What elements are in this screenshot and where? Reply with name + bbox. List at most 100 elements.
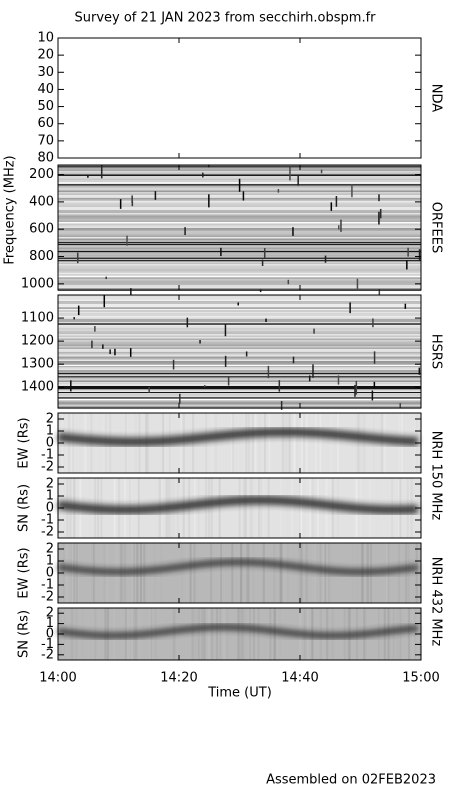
spectrogram-row [58, 208, 421, 211]
spectrogram-row [58, 249, 421, 251]
heliogram-streak [357, 413, 360, 473]
heliogram-streak [291, 478, 294, 538]
spectrogram-burst [154, 191, 157, 200]
spectrogram-line [58, 384, 421, 386]
spectrogram-burst [105, 276, 107, 280]
spectrogram-burst [148, 386, 150, 393]
spectrogram-row [58, 165, 421, 167]
spectrogram-burst [131, 201, 134, 207]
spectrogram-line [58, 376, 421, 378]
spectrogram-row [58, 311, 421, 314]
spectrogram-row [58, 210, 421, 212]
heliogram-streak [323, 543, 326, 603]
spectrogram-row [58, 246, 421, 248]
spectrogram-row [58, 214, 421, 217]
spectrogram-row [58, 240, 421, 242]
y-tick-label: 2 [46, 542, 54, 557]
heliogram-streak [70, 543, 73, 603]
heliogram-streak [247, 543, 250, 603]
spectrogram-line [58, 373, 421, 375]
heliogram-streak [363, 413, 366, 473]
spectrogram-burst [267, 365, 270, 379]
panel-y-label: SN (Rs) [17, 484, 32, 532]
spectrogram-image [58, 295, 421, 410]
heliogram-streak [253, 478, 256, 538]
spectrogram-line [58, 387, 421, 390]
heliogram-streak [75, 543, 78, 603]
spectrogram-burst [354, 384, 356, 397]
heliogram-streak [299, 478, 302, 538]
heliogram-streak [308, 478, 311, 538]
spectrogram-row [58, 385, 421, 387]
spectrogram-line [58, 275, 421, 277]
heliogram-streak [261, 478, 264, 538]
heliogram-streak [214, 413, 217, 473]
heliogram-streak [76, 543, 79, 603]
heliogram-streak [200, 608, 203, 660]
heliogram-streak [207, 608, 210, 660]
spectrogram-burst [77, 252, 79, 264]
heliogram-streak [282, 478, 285, 538]
heliogram-streak [65, 543, 68, 603]
y-tick-label: 1 [46, 424, 54, 439]
spectrogram-row [58, 389, 421, 392]
heliogram-streak [323, 543, 326, 603]
heliogram-streak [231, 543, 234, 603]
heliogram-streak [209, 478, 212, 538]
spectrogram-burst [224, 355, 227, 367]
heliogram-sun [57, 559, 419, 575]
spectrogram-row [58, 325, 421, 327]
spectrogram-burst [292, 227, 294, 236]
spectrogram-row [58, 332, 421, 335]
spectrogram-row [58, 213, 421, 215]
spectrogram-burst [404, 303, 407, 309]
y-tick-label: 10 [37, 31, 54, 46]
spectrogram-burst [289, 167, 291, 181]
heliogram-streak [319, 413, 322, 473]
heliogram-streak [372, 413, 375, 473]
heliogram-streak [252, 543, 255, 603]
heliogram-streak [211, 413, 214, 473]
heliogram-streak [71, 543, 74, 603]
spectrogram-row [58, 368, 421, 371]
x-tick-label: 14:20 [160, 671, 197, 686]
spectrogram-image [58, 165, 421, 303]
spectrogram-row [58, 353, 421, 356]
heliogram-streak [399, 608, 402, 660]
spectrogram-row [58, 322, 421, 324]
spectrogram-row [58, 196, 421, 199]
spectrogram-burst [259, 289, 262, 293]
spectrogram-burst [379, 208, 382, 219]
spectrogram-row [58, 314, 421, 317]
heliogram-streak [153, 543, 156, 603]
spectrogram-burst [208, 165, 210, 168]
y-tick-label: -2 [41, 590, 54, 605]
heliogram-streak [180, 543, 183, 603]
spectrogram-burst [335, 196, 338, 207]
spectrogram-row [58, 244, 421, 247]
heliogram-streak [303, 413, 306, 473]
heliogram-streak [207, 478, 210, 538]
heliogram-image [57, 413, 423, 473]
heliogram-image [57, 543, 421, 603]
heliogram-streak [243, 608, 246, 660]
heliogram-streak [177, 543, 180, 603]
panel-frame [57, 294, 422, 409]
heliogram-streak [191, 608, 194, 660]
heliogram-streak [256, 413, 259, 473]
spectrogram-row [58, 243, 421, 245]
spectrogram-row [58, 391, 421, 393]
heliogram-streak [300, 543, 303, 603]
panel-y-label: SN (Rs) [17, 610, 32, 658]
spectrogram-row [58, 268, 421, 271]
spectrogram-burst [337, 375, 340, 385]
heliogram-streak [336, 413, 339, 473]
heliogram-streak [405, 543, 408, 603]
spectrogram-row [58, 219, 421, 221]
y-tick-label: 0 [46, 436, 54, 451]
spectrogram-row [58, 199, 421, 202]
y-tick-label: -1 [41, 637, 54, 652]
heliogram-image [57, 608, 421, 660]
heliogram-streak [298, 543, 301, 603]
spectrogram-line [58, 323, 421, 325]
